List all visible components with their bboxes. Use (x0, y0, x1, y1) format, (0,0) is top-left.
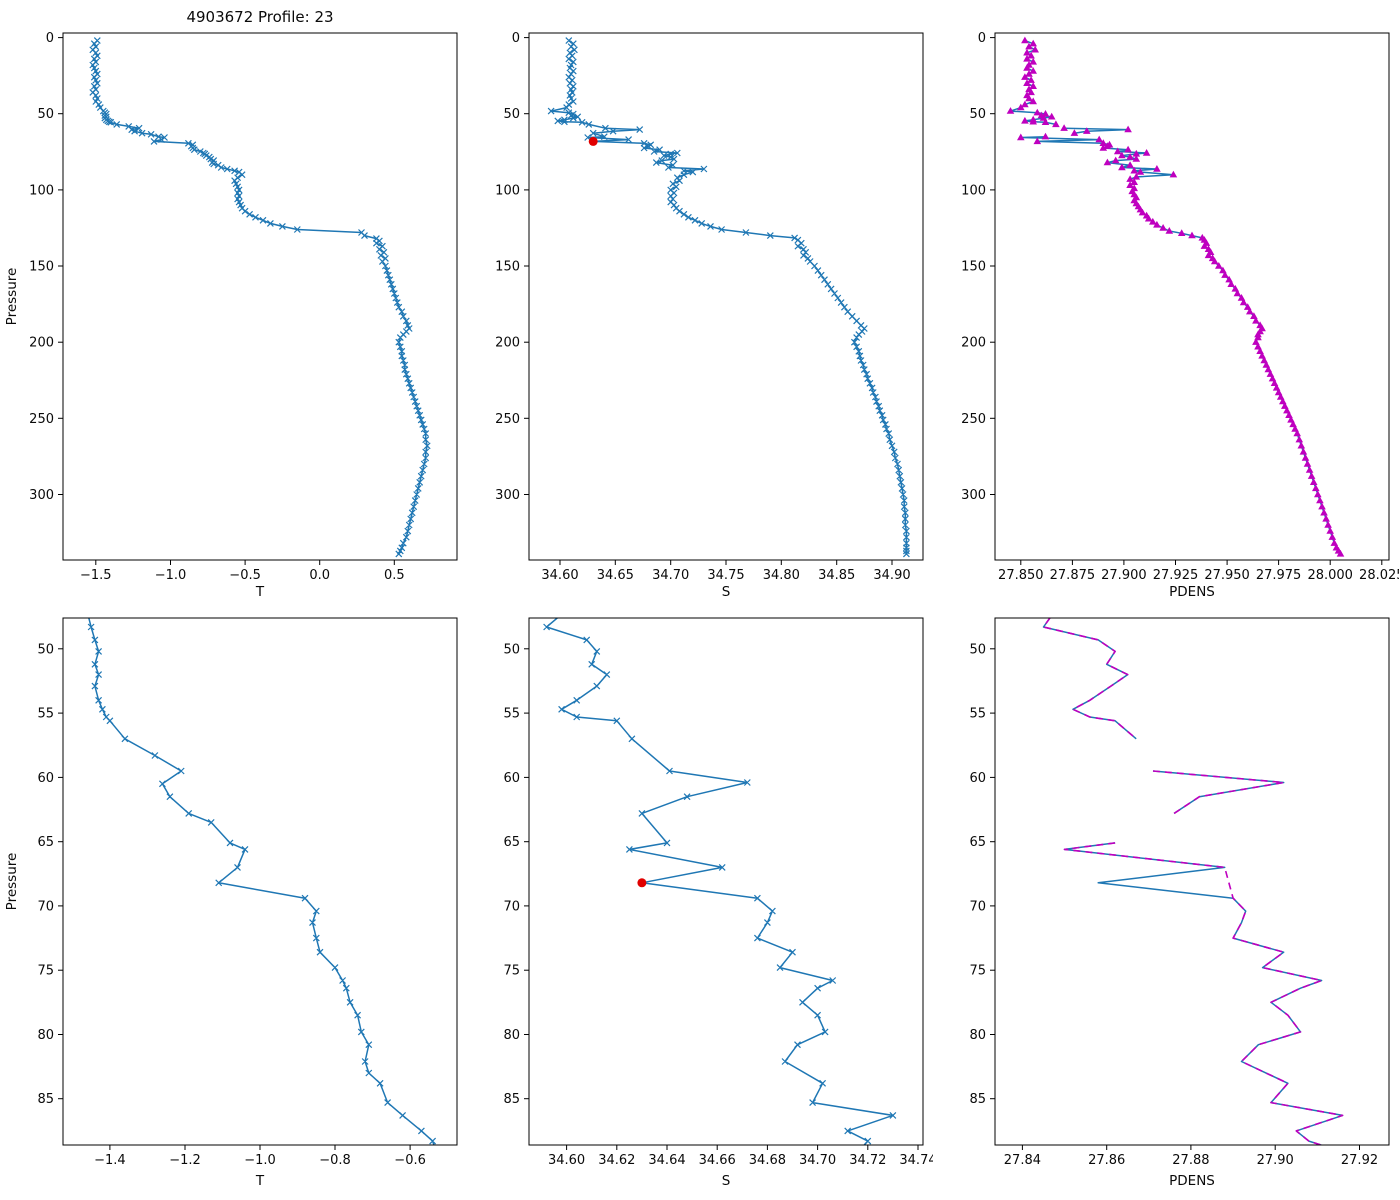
svg-text:250: 250 (29, 412, 54, 427)
svg-text:60: 60 (503, 771, 520, 786)
svg-text:34.70: 34.70 (652, 568, 689, 583)
svg-text:S: S (722, 1173, 731, 1189)
svg-text:85: 85 (503, 1092, 520, 1107)
svg-text:PDENS: PDENS (1169, 584, 1215, 600)
density-profile-zoom-plot: 27.84 27.86 27.88 27.90 27.92 50 55 60 65 70 75 80 8… (933, 600, 1399, 1200)
svg-text:300: 300 (29, 488, 54, 503)
svg-text:34.68: 34.68 (749, 1153, 786, 1168)
svg-text:28.025: 28.025 (1359, 568, 1399, 583)
svg-text:0.5: 0.5 (384, 568, 405, 583)
svg-text:Pressure: Pressure (4, 853, 20, 911)
svg-text:150: 150 (29, 260, 54, 275)
svg-text:200: 200 (29, 336, 54, 351)
svg-text:−0.6: −0.6 (394, 1153, 426, 1168)
svg-text:27.88: 27.88 (1172, 1153, 1209, 1168)
svg-text:250: 250 (961, 412, 986, 427)
svg-text:75: 75 (969, 964, 986, 979)
svg-text:70: 70 (37, 899, 54, 914)
svg-text:34.80: 34.80 (763, 568, 800, 583)
svg-text:−0.5: −0.5 (229, 568, 261, 583)
svg-text:−1.0: −1.0 (155, 568, 187, 583)
svg-text:27.92: 27.92 (1341, 1153, 1378, 1168)
svg-text:80: 80 (503, 1028, 520, 1043)
svg-text:50: 50 (37, 642, 54, 657)
svg-text:34.70: 34.70 (799, 1153, 836, 1168)
svg-text:60: 60 (37, 771, 54, 786)
svg-text:34.65: 34.65 (597, 568, 634, 583)
svg-text:−1.5: −1.5 (80, 568, 112, 583)
svg-text:PDENS: PDENS (1169, 1173, 1215, 1189)
svg-text:85: 85 (37, 1092, 54, 1107)
svg-text:−1.0: −1.0 (244, 1153, 276, 1168)
svg-text:70: 70 (503, 899, 520, 914)
svg-text:27.900: 27.900 (1101, 568, 1147, 583)
svg-text:27.975: 27.975 (1256, 568, 1302, 583)
svg-text:34.72: 34.72 (849, 1153, 886, 1168)
svg-text:150: 150 (495, 260, 520, 275)
svg-text:34.62: 34.62 (598, 1153, 635, 1168)
svg-text:200: 200 (495, 336, 520, 351)
svg-text:27.925: 27.925 (1153, 568, 1199, 583)
svg-text:70: 70 (969, 899, 986, 914)
svg-text:0: 0 (46, 31, 54, 46)
svg-text:250: 250 (495, 412, 520, 427)
svg-text:50: 50 (503, 642, 520, 657)
svg-text:34.90: 34.90 (873, 568, 910, 583)
svg-text:55: 55 (969, 707, 986, 722)
svg-text:50: 50 (37, 107, 54, 122)
svg-text:34.74: 34.74 (899, 1153, 933, 1168)
svg-text:300: 300 (961, 488, 986, 503)
svg-text:200: 200 (961, 336, 986, 351)
svg-text:Pressure: Pressure (4, 268, 20, 326)
svg-text:34.60: 34.60 (541, 568, 578, 583)
svg-text:50: 50 (969, 642, 986, 657)
svg-text:27.84: 27.84 (1004, 1153, 1041, 1168)
temperature-profile-zoom-plot: −1.4 −1.2 −1.0 −0.8 −0.6 50 55 60 65 70 75 80 85 T Pre… (1, 600, 467, 1200)
svg-text:0: 0 (512, 31, 520, 46)
temperature-profile-full-plot: −1.5 −1.0 −0.5 0.0 0.5 0 50 100 150 200 250 300 T Pre… (1, 0, 467, 600)
svg-text:4903672 Profile: 23: 4903672 Profile: 23 (186, 8, 333, 26)
svg-text:28.000: 28.000 (1307, 568, 1353, 583)
svg-text:−1.4: −1.4 (94, 1153, 126, 1168)
svg-text:100: 100 (495, 183, 520, 198)
svg-text:T: T (255, 584, 265, 600)
svg-text:T: T (255, 1173, 265, 1189)
svg-text:60: 60 (969, 771, 986, 786)
svg-text:85: 85 (969, 1092, 986, 1107)
svg-text:65: 65 (37, 835, 54, 850)
svg-text:34.85: 34.85 (818, 568, 855, 583)
svg-text:65: 65 (969, 835, 986, 850)
svg-text:100: 100 (29, 183, 54, 198)
svg-text:34.60: 34.60 (548, 1153, 585, 1168)
svg-text:150: 150 (961, 260, 986, 275)
svg-text:27.950: 27.950 (1204, 568, 1250, 583)
svg-text:75: 75 (503, 964, 520, 979)
svg-text:0: 0 (978, 31, 986, 46)
svg-text:50: 50 (969, 107, 986, 122)
svg-text:27.850: 27.850 (998, 568, 1044, 583)
svg-text:80: 80 (37, 1028, 54, 1043)
svg-text:75: 75 (37, 964, 54, 979)
svg-text:55: 55 (37, 707, 54, 722)
svg-text:−0.8: −0.8 (319, 1153, 351, 1168)
svg-text:65: 65 (503, 835, 520, 850)
svg-text:−1.2: −1.2 (169, 1153, 201, 1168)
svg-text:27.86: 27.86 (1088, 1153, 1125, 1168)
density-profile-full-plot: 27.850 27.875 27.900 27.925 27.950 27.975 28.0… (933, 0, 1399, 600)
salinity-profile-full-plot: 34.60 34.65 34.70 34.75 34.80 34.85 34.90 0 50 10… (467, 0, 933, 600)
svg-text:27.875: 27.875 (1050, 568, 1096, 583)
salinity-profile-zoom-plot: 34.60 34.62 34.64 34.66 34.68 34.70 34.72 34.74… (467, 600, 933, 1200)
svg-text:34.75: 34.75 (707, 568, 744, 583)
svg-text:0.0: 0.0 (309, 568, 330, 583)
svg-text:50: 50 (503, 107, 520, 122)
svg-text:80: 80 (969, 1028, 986, 1043)
svg-text:S: S (722, 584, 731, 600)
svg-text:27.90: 27.90 (1257, 1153, 1294, 1168)
svg-text:34.64: 34.64 (648, 1153, 685, 1168)
svg-text:55: 55 (503, 707, 520, 722)
svg-text:100: 100 (961, 183, 986, 198)
svg-text:300: 300 (495, 488, 520, 503)
svg-text:34.66: 34.66 (699, 1153, 736, 1168)
